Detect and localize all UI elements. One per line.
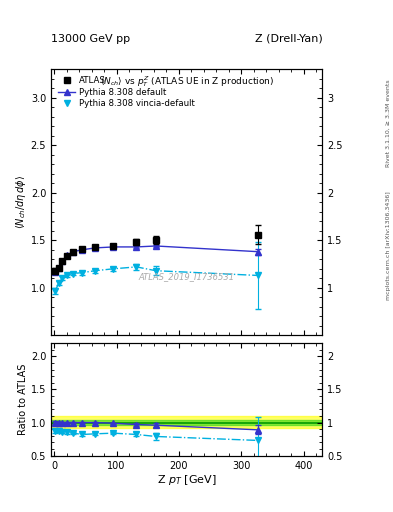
- Pythia 8.308 default: [153, 243, 158, 249]
- ATLAS: [153, 237, 158, 243]
- Pythia 8.308 vincia-default: [64, 272, 69, 279]
- X-axis label: Z $p_T$ [GeV]: Z $p_T$ [GeV]: [157, 473, 217, 487]
- Pythia 8.308 vincia-default: [93, 268, 98, 274]
- Pythia 8.308 default: [134, 244, 139, 250]
- ATLAS: [93, 244, 98, 250]
- ATLAS: [134, 239, 139, 245]
- Pythia 8.308 vincia-default: [111, 266, 116, 272]
- Text: Z (Drell-Yan): Z (Drell-Yan): [255, 33, 322, 44]
- Pythia 8.308 default: [93, 245, 98, 251]
- Pythia 8.308 vincia-default: [134, 264, 139, 270]
- Pythia 8.308 default: [80, 247, 84, 253]
- Pythia 8.308 vincia-default: [256, 272, 261, 279]
- Pythia 8.308 default: [111, 244, 116, 250]
- Pythia 8.308 default: [64, 252, 69, 259]
- Pythia 8.308 vincia-default: [56, 280, 61, 286]
- ATLAS: [80, 246, 84, 252]
- Pythia 8.308 vincia-default: [60, 275, 65, 282]
- Pythia 8.308 vincia-default: [71, 270, 75, 276]
- ATLAS: [71, 249, 75, 255]
- ATLAS: [60, 258, 65, 264]
- Text: ATLAS_2019_I1736531: ATLAS_2019_I1736531: [139, 272, 235, 281]
- ATLAS: [53, 268, 58, 274]
- Legend: ATLAS, Pythia 8.308 default, Pythia 8.308 vincia-default: ATLAS, Pythia 8.308 default, Pythia 8.30…: [55, 73, 197, 111]
- Pythia 8.308 default: [56, 265, 61, 271]
- Pythia 8.308 vincia-default: [80, 269, 84, 275]
- Line: ATLAS: ATLAS: [52, 231, 261, 274]
- ATLAS: [256, 231, 261, 238]
- Pythia 8.308 vincia-default: [153, 268, 158, 274]
- Text: 13000 GeV pp: 13000 GeV pp: [51, 33, 130, 44]
- Text: $\langle N_{ch}\rangle$ vs $p_T^Z$ (ATLAS UE in Z production): $\langle N_{ch}\rangle$ vs $p_T^Z$ (ATLA…: [99, 74, 274, 90]
- Pythia 8.308 vincia-default: [53, 288, 58, 294]
- Text: Rivet 3.1.10, ≥ 3.3M events: Rivet 3.1.10, ≥ 3.3M events: [386, 79, 391, 167]
- Line: Pythia 8.308 default: Pythia 8.308 default: [53, 243, 261, 274]
- Pythia 8.308 default: [60, 258, 65, 264]
- ATLAS: [111, 243, 116, 249]
- Line: Pythia 8.308 vincia-default: Pythia 8.308 vincia-default: [53, 264, 261, 293]
- Pythia 8.308 default: [256, 249, 261, 255]
- Text: mcplots.cern.ch [arXiv:1306.3436]: mcplots.cern.ch [arXiv:1306.3436]: [386, 191, 391, 300]
- Pythia 8.308 default: [71, 249, 75, 255]
- Y-axis label: $\langle N_{ch}/d\eta\,d\phi\rangle$: $\langle N_{ch}/d\eta\,d\phi\rangle$: [14, 175, 28, 229]
- ATLAS: [64, 253, 69, 260]
- Pythia 8.308 default: [53, 269, 58, 275]
- Y-axis label: Ratio to ATLAS: Ratio to ATLAS: [18, 364, 28, 435]
- ATLAS: [56, 265, 61, 271]
